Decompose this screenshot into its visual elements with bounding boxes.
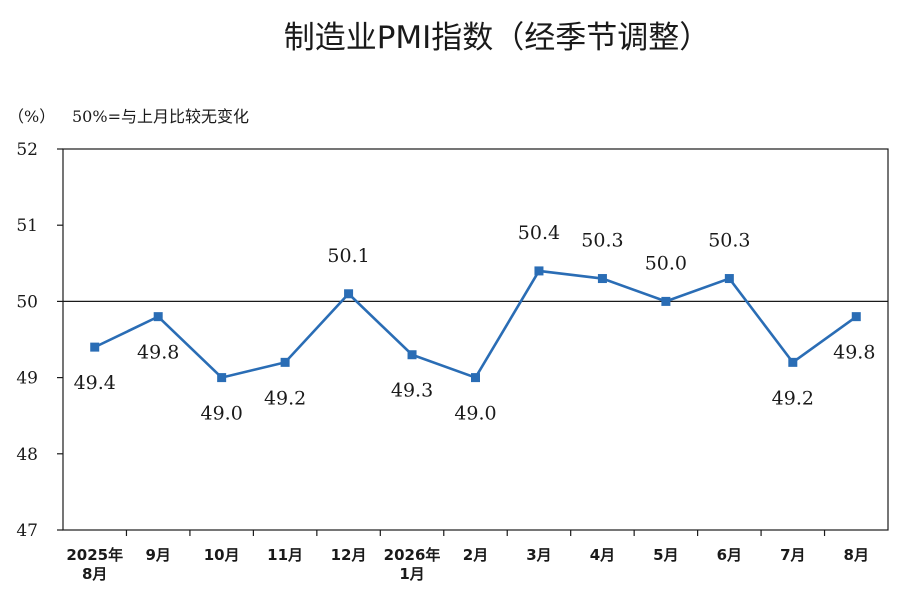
x-tick-label: 4月 (590, 546, 615, 564)
x-tick-label: 2026年 1月 (384, 546, 441, 583)
data-point (471, 373, 480, 383)
data-label: 50.3 (581, 230, 623, 252)
data-point (788, 357, 798, 367)
y-tick-label: 50 (16, 292, 38, 312)
data-point (217, 373, 227, 383)
plot-frame (62, 148, 889, 531)
reference-note: 50%=与上月比较无变化 (72, 107, 249, 126)
unit-label: （%） (8, 107, 55, 126)
x-tick-label: 7月 (780, 546, 805, 564)
data-label: 50.4 (518, 222, 560, 244)
data-point (407, 350, 417, 360)
data-label: 50.1 (327, 245, 369, 267)
series-group (90, 266, 861, 383)
y-tick-label: 52 (16, 140, 38, 160)
series-line (94, 269, 858, 380)
data-label: 50.3 (708, 230, 750, 252)
x-tick-label: 6月 (717, 546, 742, 564)
data-point (661, 296, 671, 306)
x-tick-label: 12月 (331, 546, 367, 564)
data-point (344, 289, 354, 299)
x-tick-label: 3月 (526, 546, 551, 564)
data-point (153, 312, 163, 322)
x-axis: 2025年 8月 9月 10月 11月 12月 2026年 1月 2月 3月 4月 5月 6月 7月 8月 (66, 530, 869, 583)
data-label: 49.4 (74, 372, 116, 394)
data-label: 49.3 (391, 380, 433, 402)
x-tick-label: 2月 (463, 546, 488, 564)
data-label: 49.8 (137, 342, 179, 364)
data-label: 49.2 (772, 387, 814, 409)
data-point (597, 274, 607, 284)
x-tick-label: 8月 (844, 546, 869, 564)
data-label: 50.0 (645, 252, 687, 274)
y-axis: 47 48 49 50 51 52 (16, 140, 63, 541)
data-point (280, 357, 290, 367)
data-point (90, 342, 100, 352)
data-label: 49.2 (264, 387, 306, 409)
x-tick-label: 11月 (267, 546, 303, 564)
y-tick-label: 49 (16, 369, 38, 389)
data-label: 49.0 (454, 403, 496, 425)
data-labels: 49.4 49.8 49.0 49.2 50.1 49.3 49.0 50.4 50.3 50.0… (74, 222, 876, 425)
x-tick-label: 5月 (653, 546, 678, 564)
x-tick-label: 2025年 8月 (66, 546, 123, 583)
x-tick-label: 9月 (145, 546, 170, 564)
data-label: 49.8 (833, 342, 875, 364)
data-point (534, 266, 544, 276)
y-tick-label: 51 (16, 216, 38, 236)
x-tick-label: 10月 (204, 546, 240, 564)
chart-title: 制造业PMI指数（经季节调整） (284, 20, 711, 56)
y-tick-label: 47 (16, 521, 38, 541)
data-point (724, 274, 734, 284)
data-point (851, 312, 861, 322)
y-tick-label: 48 (16, 445, 38, 465)
data-label: 49.0 (200, 403, 242, 425)
